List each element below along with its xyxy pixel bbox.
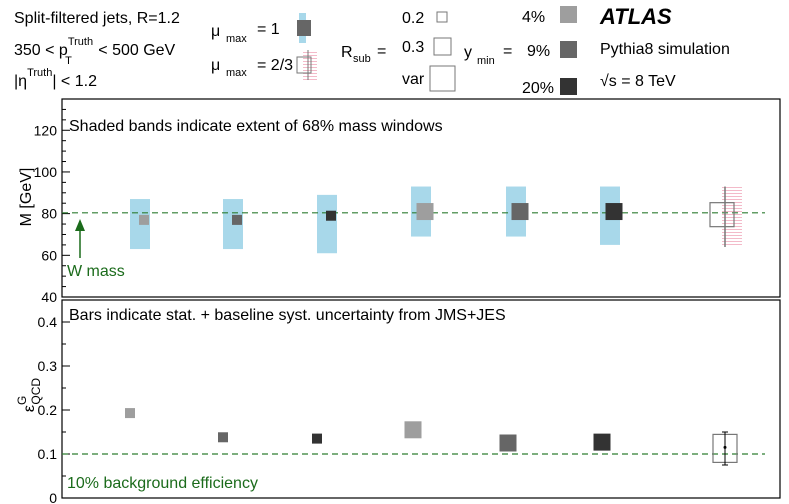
legend-mu1-symbol: μ [211,23,220,40]
mass-marker [605,203,623,221]
background-efficiency-label: 10% background efficiency [67,475,258,492]
efficiency-marker [312,433,322,444]
legend-ymin-opt2: 9% [527,43,550,60]
legend-jet-line2-sub: T [65,55,72,67]
legend-mu1-value: = 1 [257,21,280,38]
efficiency-y-tick-label: 0 [49,490,57,504]
efficiency-panel-title: Bars indicate stat. + baseline syst. unc… [69,307,506,324]
efficiency-y-tick-label: 0.1 [38,446,58,462]
efficiency-y-tick-label: 0.4 [38,314,58,330]
legend-mu1-sub: max [226,33,247,45]
legend-jet-line3-post: | < 1.2 [52,73,97,90]
mass-marker [232,214,242,225]
mass-y-tick-label: 120 [34,122,58,138]
mass-y-ticks: 40 60 80 100 120 [34,108,70,305]
efficiency-panel-frame [61,299,781,499]
efficiency-markers [125,408,738,466]
legend-rsub-opt2: 0.3 [402,39,424,56]
mass-panel-title: Shaded bands indicate extent of 68% mass… [69,118,443,135]
legend-jet-line3-sup: Truth [27,67,52,79]
legend-jet-line1: Split-filtered jets, R=1.2 [14,10,180,27]
efficiency-center-point [723,445,727,449]
efficiency-panel: Bars indicate stat. + baseline syst. unc… [15,299,781,504]
legend-jet-line3: |ηTruth| < 1.2 [14,67,97,90]
mass-marker [511,203,529,221]
legend-jet-line2-sup: Truth [68,36,93,48]
efficiency-y-axis-label: εGQCD [15,378,43,412]
energy-label: √s = 8 TeV [600,73,676,90]
legend-jet-line2-post: < 500 GeV [94,42,176,59]
mass-markers [139,186,735,247]
mass-marker [416,203,434,221]
mass-y-tick-label: 100 [34,164,58,180]
atlas-label: ATLAS [599,4,672,29]
legend-ymin-symbol: y [464,44,472,61]
legend-rsub-eq: = [377,43,386,60]
legend-ymin-opt1-swatch [560,6,577,23]
legend-rsub-symbol: R [341,44,353,61]
mass-y-tick-label: 60 [41,247,57,263]
legend-jet-line2: 350 < pTruth T < 500 GeV [14,36,176,67]
legend-rsub-sub: sub [353,53,371,65]
legend-mu2-hatch-swatch [303,50,317,80]
efficiency-marker [499,434,517,452]
mass-marker [139,214,149,225]
legend-ymin-opt3: 20% [522,80,554,97]
mass-y-tick-label: 80 [41,206,57,222]
mass-marker-open [709,202,735,228]
legend-mu2-marker-swatch [296,56,312,74]
efficiency-marker [125,408,135,419]
simulation-label: Pythia8 simulation [600,41,730,58]
legend-jet-line2-pre: 350 < p [14,42,68,59]
w-mass-label: W mass [67,263,125,280]
w-mass-arrow-head [75,219,85,231]
efficiency-marker [593,433,611,451]
legend-ymin-opt3-swatch [560,78,577,95]
legend-jet-line3-pre: |η [14,73,27,90]
legend-ymin-eq: = [503,43,512,60]
mass-y-axis-label: M [GeV] [18,168,35,227]
legend-ymin-sub: min [477,55,495,67]
legend-mu2-sub: max [226,67,247,79]
efficiency-y-tick-label: 0.2 [38,402,58,418]
mass-window-band [317,194,337,254]
legend-mu1-marker-swatch [297,20,311,36]
legend-rsub-opt3: var [402,71,425,88]
efficiency-y-ticks: 0 0.1 0.2 0.3 0.4 [38,314,70,504]
legend-rsub-opt1: 0.2 [402,10,424,27]
legend-ymin-opt2-swatch [560,41,577,58]
efficiency-y-tick-label: 0.3 [38,358,58,374]
mass-bands [130,186,742,254]
legend-mu2-symbol: μ [211,57,220,74]
legend-ymin-opt1: 4% [522,9,545,26]
mass-y-tick-label: 40 [41,289,57,305]
efficiency-marker [404,421,422,439]
mass-marker [326,210,336,221]
mass-panel: Shaded bands indicate extent of 68% mass… [18,98,781,305]
legend-rsub-opt1-swatch [436,11,448,23]
legend: Split-filtered jets, R=1.2 350 < pTruth T… [14,4,730,97]
legend-mu2-value: = 2/3 [257,57,293,74]
legend-rsub-opt3-swatch [429,65,456,92]
efficiency-marker [218,432,228,443]
mass-panel-frame [61,98,781,298]
mass-window-hatched-band [722,186,742,247]
legend-rsub-opt2-swatch [433,37,452,56]
